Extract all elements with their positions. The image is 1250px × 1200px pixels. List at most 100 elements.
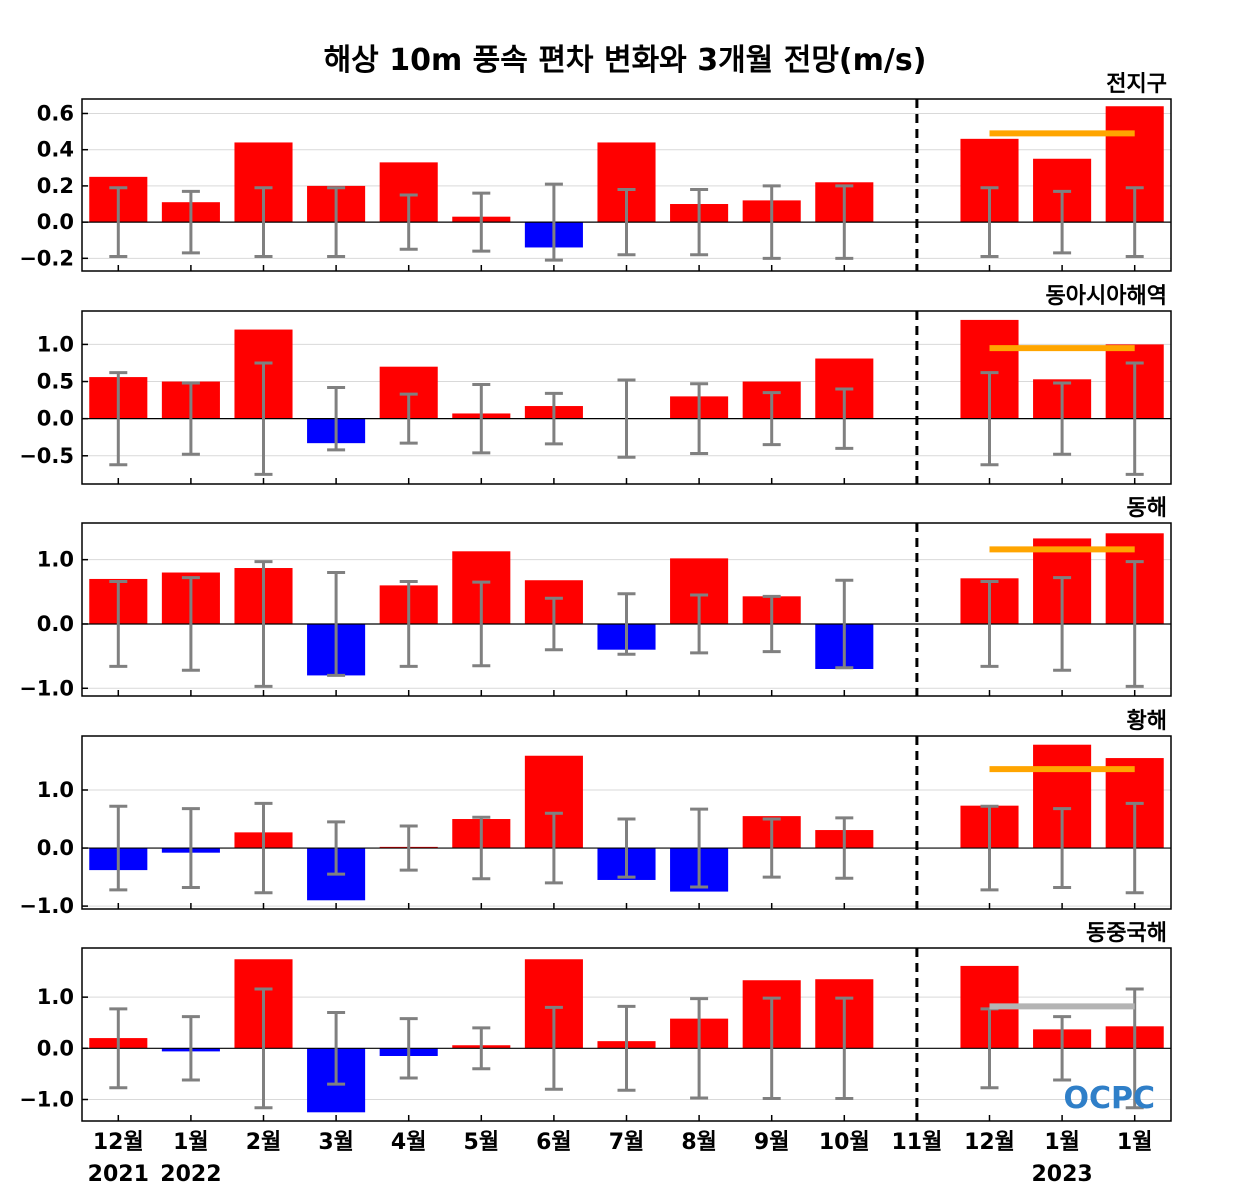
error-bar <box>181 189 200 255</box>
error-bar <box>1125 361 1144 476</box>
error-bar <box>762 817 781 879</box>
x-tick-label: 4월 <box>391 1130 427 1155</box>
y-tick-label: 1.0 <box>37 778 74 802</box>
x-tick-label: 12월 <box>964 1130 1015 1155</box>
y-tick-label: −1.0 <box>19 1088 74 1112</box>
error-bar <box>690 382 709 456</box>
year-label: 2021 <box>88 1162 149 1187</box>
y-tick-label: 1.0 <box>37 548 74 572</box>
error-bar <box>1053 381 1072 456</box>
panels: 전지구−0.20.00.20.40.6동아시아해역−0.50.00.51.0동해… <box>19 72 1172 1122</box>
y-tick-label: 0.0 <box>37 1036 74 1060</box>
year-label: 2022 <box>160 1162 221 1187</box>
y-tick-label: 0.0 <box>37 836 74 860</box>
error-bar <box>109 804 128 892</box>
error-bar <box>980 580 999 668</box>
panel-1: 전지구 −0.2 0.0 0.2 0.4 0.6 <box>19 72 1172 272</box>
error-bar <box>835 184 854 260</box>
error-bar <box>254 560 273 688</box>
error-bar <box>109 186 128 259</box>
chart-title: 해상 10m 풍속 편차 변화와 3개월 전망(m/s) <box>324 43 927 78</box>
error-bar <box>472 383 491 455</box>
error-bar <box>835 996 854 1100</box>
x-tick-label: 10월 <box>819 1130 870 1155</box>
x-tick-label: 8월 <box>681 1130 717 1155</box>
error-bar <box>617 817 636 879</box>
error-bar <box>472 580 491 668</box>
error-bar <box>181 381 200 456</box>
x-tick-label: 7월 <box>609 1130 645 1155</box>
error-bar <box>1125 560 1144 688</box>
panel-region-label: 동중국해 <box>1086 921 1167 946</box>
error-bar <box>980 804 999 892</box>
error-bar <box>181 807 200 890</box>
panel-region-label: 동해 <box>1127 496 1167 521</box>
error-bar <box>835 816 854 880</box>
error-bar <box>327 186 346 259</box>
error-bar <box>1053 576 1072 672</box>
error-bar <box>109 371 128 467</box>
ocpc-logo: OCPC <box>1063 1081 1155 1116</box>
error-bar <box>544 391 563 446</box>
y-tick-label: −1.0 <box>19 894 74 918</box>
error-bar <box>254 987 273 1110</box>
x-tick-label: 6월 <box>536 1130 572 1155</box>
panel-region-label: 황해 <box>1127 709 1167 734</box>
error-bar <box>1053 1015 1072 1082</box>
error-bar <box>109 580 128 668</box>
x-tick-label: 12월 <box>93 1130 144 1155</box>
x-axis: 12월 1월 2월 3월 4월 5월 6월 7월 8월 9월 10월 11월 12월 1월 1월 2021 20… <box>88 1130 1153 1187</box>
panel-region-label: 동아시아해역 <box>1046 284 1167 309</box>
y-tick-label: −0.2 <box>19 246 74 270</box>
error-bar <box>617 188 636 257</box>
y-tick-label: 0.0 <box>37 407 74 431</box>
y-tick-label: 1.0 <box>37 985 74 1009</box>
error-bar <box>327 571 346 677</box>
y-tick-label: 0.4 <box>37 138 74 162</box>
error-bar <box>835 387 854 450</box>
error-bar <box>1125 801 1144 895</box>
error-bar <box>181 1015 200 1082</box>
error-bar <box>690 807 709 889</box>
x-tick-label: 2월 <box>246 1130 282 1155</box>
error-bar <box>762 594 781 654</box>
year-label: 2023 <box>1031 1162 1092 1187</box>
x-tick-label: 5월 <box>464 1130 500 1155</box>
error-bar <box>254 801 273 895</box>
error-bar <box>399 580 418 668</box>
error-bar <box>254 361 273 476</box>
error-bar <box>472 191 491 253</box>
error-bar <box>617 592 636 656</box>
y-tick-label: 0.0 <box>37 612 74 636</box>
error-bar <box>690 997 709 1100</box>
y-tick-label: −1.0 <box>19 676 74 700</box>
y-tick-label: 0.5 <box>37 370 74 394</box>
x-tick-label: 9월 <box>754 1130 790 1155</box>
error-bar <box>617 1004 636 1092</box>
y-tick-label: −0.5 <box>19 444 74 468</box>
panel-4: 황해 −1.0 0.0 1.0 <box>19 709 1172 918</box>
panel-region-label: 전지구 <box>1106 72 1167 97</box>
panel-2: 동아시아해역 −0.5 0.0 0.5 1.0 <box>19 284 1172 485</box>
error-bar <box>399 1017 418 1080</box>
error-bar <box>327 1010 346 1086</box>
error-bar <box>617 378 636 459</box>
x-tick-label: 3월 <box>318 1130 354 1155</box>
error-bar <box>472 1026 491 1071</box>
error-bar <box>544 182 563 262</box>
y-tick-label: 1.0 <box>37 332 74 356</box>
error-bar <box>1125 186 1144 259</box>
x-tick-label: 1월 <box>173 1130 209 1155</box>
error-bar <box>835 578 854 670</box>
x-tick-label: 1월 <box>1117 1130 1153 1155</box>
error-bar <box>109 1007 128 1090</box>
error-bar <box>327 385 346 452</box>
error-bar <box>762 391 781 447</box>
error-bar <box>327 820 346 876</box>
error-bar <box>762 184 781 260</box>
error-bar <box>399 824 418 872</box>
error-bar <box>544 596 563 652</box>
error-bar <box>544 811 563 885</box>
error-bar <box>1053 189 1072 255</box>
